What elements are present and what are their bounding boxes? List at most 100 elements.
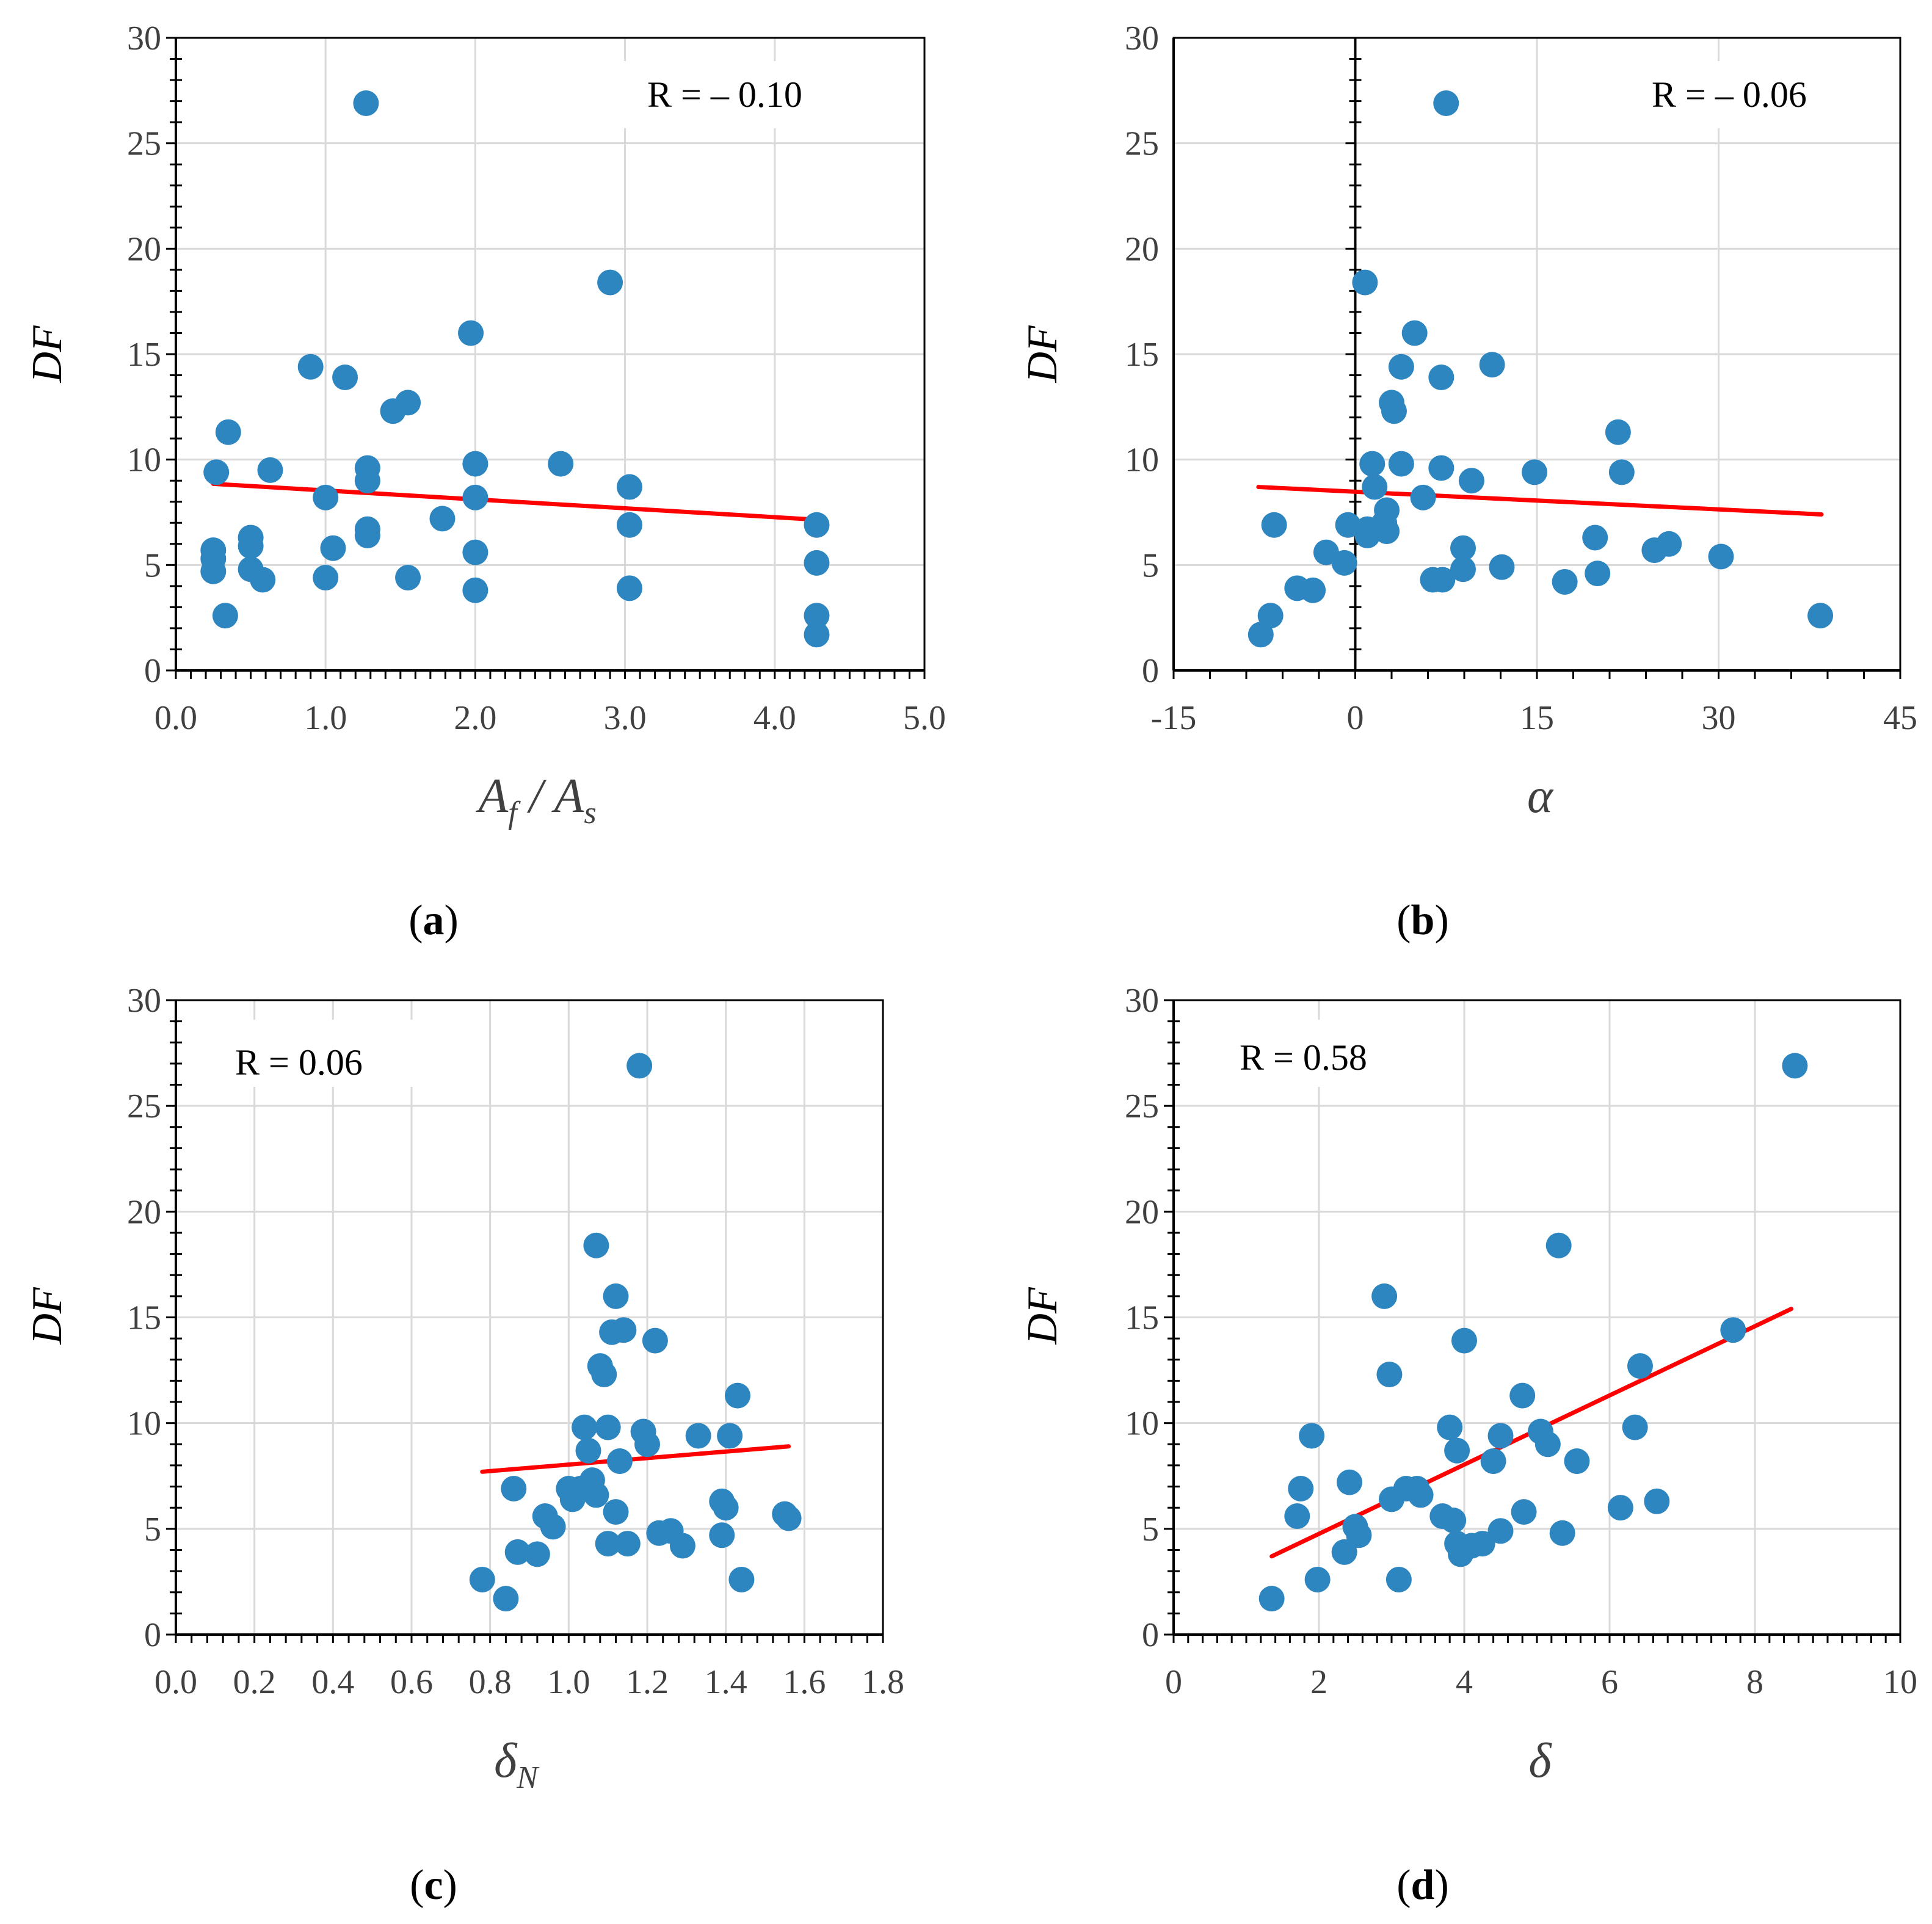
- data-point: [616, 474, 642, 500]
- data-point: [395, 390, 421, 416]
- data-point: [1720, 1317, 1746, 1343]
- data-point: [1304, 1566, 1331, 1592]
- data-point: [1627, 1353, 1653, 1379]
- data-point: [1585, 561, 1611, 587]
- data-point: [1469, 1531, 1495, 1557]
- data-point: [1284, 1503, 1310, 1530]
- data-point: [1458, 468, 1484, 494]
- data-point: [595, 1531, 621, 1557]
- data-point: [717, 1423, 743, 1449]
- data-point: [804, 603, 830, 629]
- y-tick-label: 0: [1142, 652, 1159, 690]
- data-point: [1437, 1414, 1463, 1440]
- x-axis-title: δN: [494, 1734, 540, 1795]
- data-point: [775, 1505, 802, 1531]
- data-point: [1487, 1423, 1514, 1449]
- data-point: [1376, 1362, 1403, 1388]
- data-point: [469, 1566, 495, 1592]
- y-tick-label: 15: [127, 336, 161, 374]
- data-point: [709, 1522, 735, 1548]
- x-tick-label: 0.8: [469, 1663, 512, 1701]
- data-point: [1374, 518, 1400, 545]
- panel-caption: (c): [410, 1862, 457, 1909]
- y-tick-label: 30: [1125, 982, 1159, 1020]
- y-tick-label: 5: [144, 546, 161, 584]
- data-point: [501, 1476, 527, 1502]
- data-point: [200, 558, 227, 584]
- data-point: [1607, 1495, 1633, 1521]
- data-point: [1362, 474, 1388, 500]
- data-point: [462, 484, 488, 510]
- data-point: [257, 457, 283, 483]
- data-point: [250, 567, 276, 593]
- data-point: [1257, 603, 1284, 629]
- data-point: [595, 1414, 621, 1440]
- data-point: [212, 603, 238, 629]
- y-tick-label: 25: [127, 125, 161, 163]
- data-point: [1534, 1431, 1561, 1458]
- r-label-box: [208, 1020, 427, 1087]
- trend-line: [1256, 485, 1824, 517]
- y-tick-label: 25: [1125, 125, 1159, 163]
- data-point: [1444, 1437, 1470, 1464]
- x-tick-label: 1.8: [862, 1663, 904, 1701]
- data-point: [713, 1495, 739, 1521]
- panel-caption: (d): [1396, 1862, 1449, 1909]
- y-tick-label: 30: [127, 20, 161, 57]
- data-point: [1388, 451, 1414, 477]
- data-point: [1450, 556, 1476, 583]
- data-point: [504, 1539, 531, 1565]
- data-point: [603, 1499, 629, 1525]
- y-axis-title: DF: [1019, 325, 1066, 383]
- data-point: [642, 1327, 668, 1354]
- data-point: [1258, 1586, 1285, 1612]
- data-point: [313, 484, 339, 510]
- x-tick-label: 45: [1883, 699, 1917, 737]
- data-point: [524, 1541, 550, 1567]
- data-point: [1433, 90, 1459, 117]
- data-point: [1331, 1539, 1357, 1565]
- data-point: [1374, 497, 1400, 523]
- r-label-box: [1612, 61, 1868, 128]
- trend-line: [211, 481, 819, 522]
- y-tick-label: 0: [144, 652, 161, 690]
- data-point: [395, 565, 421, 591]
- data-point: [462, 539, 488, 565]
- x-tick-label: 5.0: [903, 699, 946, 737]
- panel-c: 0.0 0.2 0.4 0.6 0.8 1.0 1.2 1.4 1.6 1.8 0 5 10 15 20 2…: [24, 982, 904, 1909]
- x-tick-label: 1.6: [783, 1663, 826, 1701]
- data-point: [1509, 1382, 1536, 1409]
- data-point: [724, 1382, 750, 1409]
- data-point: [611, 1317, 637, 1343]
- data-point: [1336, 1469, 1362, 1495]
- r-label: R = 0.58: [1240, 1037, 1367, 1078]
- x-tick-label: 1.0: [304, 699, 347, 737]
- data-point: [462, 577, 488, 603]
- x-tick-label: -15: [1151, 699, 1197, 737]
- y-tick-label: 0: [144, 1616, 161, 1654]
- data-point: [616, 512, 642, 538]
- y-tick-label: 5: [144, 1511, 161, 1548]
- data-point: [1545, 1232, 1572, 1258]
- data-point: [804, 512, 830, 538]
- data-point: [1247, 622, 1274, 648]
- y-tick-label: 0: [1142, 1616, 1159, 1654]
- panel-caption: (b): [1396, 897, 1449, 944]
- data-point: [1335, 512, 1361, 538]
- panel-a: 0.0 1.0 2.0 3.0 4.0 5.0 0 5 10 15 20 25 30 R = – 0.…: [24, 20, 946, 944]
- data-point: [603, 1283, 629, 1309]
- data-point: [1511, 1499, 1537, 1525]
- data-point: [332, 364, 358, 390]
- data-point: [669, 1533, 695, 1559]
- data-point: [1407, 1482, 1434, 1508]
- data-point: [1450, 535, 1476, 561]
- data-point: [203, 459, 230, 485]
- data-point: [1582, 525, 1608, 551]
- x-axis-title: α: [1527, 769, 1554, 823]
- x-tick-label: 3.0: [604, 699, 647, 737]
- x-tick-label: 0.0: [154, 1663, 197, 1701]
- trend-line: [480, 1444, 791, 1474]
- data-point: [626, 1053, 653, 1079]
